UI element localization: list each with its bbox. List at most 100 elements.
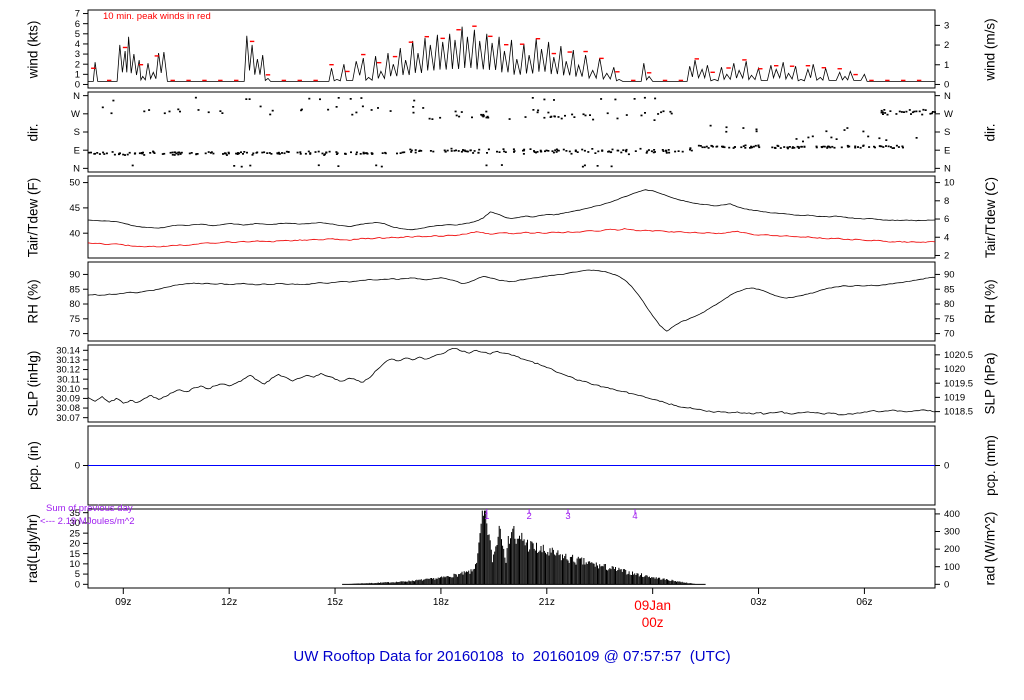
dir-dot	[431, 118, 434, 120]
dir-dot	[661, 149, 664, 151]
dir-dot	[110, 112, 113, 115]
x-tick-label: 12z	[221, 597, 238, 608]
dir-dot	[867, 135, 870, 138]
rad-mj-marker-label: 2	[526, 511, 531, 522]
dir-dot	[710, 144, 713, 147]
dir-dot	[918, 110, 921, 113]
dir-dot	[296, 151, 299, 154]
dir-dot	[674, 150, 677, 153]
dir-dot	[169, 151, 172, 154]
left-tick-label-slp: 30.08	[56, 403, 80, 414]
panel-border-wind	[87, 9, 936, 89]
dir-dot	[553, 99, 555, 101]
dir-dot	[610, 165, 613, 168]
dir-dot	[625, 148, 628, 151]
dir-dot	[173, 154, 176, 156]
dir-dot	[503, 150, 506, 153]
dir-dot	[793, 146, 796, 149]
dir-dot	[732, 147, 735, 149]
left-tick-label-rad: 5	[75, 569, 80, 580]
dir-dot	[486, 115, 489, 118]
dir-dot	[453, 149, 456, 152]
dir-dot	[570, 152, 573, 155]
dir-dot	[535, 151, 537, 154]
dir-dot	[665, 150, 668, 153]
x-tick-label: 09z	[115, 597, 132, 608]
dir-dot	[537, 109, 540, 112]
dir-dot	[857, 146, 859, 148]
right-tick-label-tair: 4	[944, 232, 949, 243]
dir-dot	[545, 149, 548, 152]
panel-tair: 40 45 50 2 4 6 8 10	[69, 175, 955, 262]
dir-dot	[128, 151, 131, 154]
dir-dot	[414, 151, 417, 154]
dir-dot	[389, 110, 392, 112]
dir-dot	[238, 152, 240, 155]
dir-dot	[454, 110, 457, 113]
dir-dot	[248, 98, 251, 100]
dir-dot	[118, 153, 120, 156]
dir-dot	[163, 152, 166, 155]
dir-dot	[574, 149, 577, 152]
dir-dot	[252, 152, 255, 155]
left-tick-label-rh: 75	[69, 314, 80, 325]
dir-dot	[882, 146, 885, 148]
dir-dot	[246, 151, 248, 154]
dir-dot	[362, 152, 365, 155]
dir-dot	[900, 111, 903, 113]
dir-dot	[859, 146, 862, 149]
dir-dot	[396, 152, 398, 155]
dir-dot	[802, 140, 804, 143]
dir-dot	[791, 146, 794, 148]
rh-line	[87, 269, 936, 332]
dir-dot	[744, 144, 747, 147]
dir-dot	[464, 150, 467, 153]
dir-dot	[639, 147, 642, 150]
dir-dot	[188, 152, 191, 155]
dir-dot	[600, 98, 603, 100]
dir-dot	[715, 145, 718, 148]
dir-dot	[463, 149, 466, 152]
right-tick-label-dir: W	[944, 109, 953, 120]
dir-dot	[221, 112, 224, 114]
dir-dot	[898, 110, 901, 113]
left-tick-label-dir: S	[74, 127, 80, 138]
dir-dot	[455, 149, 457, 152]
dir-dot	[171, 151, 174, 154]
dir-dot	[134, 152, 137, 155]
left-tick-label-slp: 30.07	[56, 413, 80, 424]
dir-dot	[268, 152, 271, 154]
dir-dot	[300, 108, 303, 111]
dir-dot	[124, 154, 126, 156]
right-tick-label-tair: 6	[944, 214, 949, 225]
dir-dot	[539, 149, 542, 152]
dir-dot	[878, 137, 881, 140]
dir-dot	[840, 146, 843, 149]
dir-dot	[921, 113, 924, 116]
dir-dot	[190, 152, 193, 154]
dir-dot	[412, 106, 415, 108]
dir-dot	[460, 150, 463, 153]
rad-sum-note-line1: Sum of previous day	[46, 503, 133, 514]
dir-dot	[728, 146, 731, 149]
dir-dot	[573, 116, 576, 118]
panel-slp: 30.0730.0830.0930.1030.1130.1230.1330.14…	[56, 344, 973, 424]
dir-dot	[112, 99, 115, 102]
left-tick-label-rh: 90	[69, 270, 80, 281]
dir-dot	[351, 113, 354, 116]
dir-dot	[524, 116, 527, 118]
dir-dot	[197, 109, 200, 111]
dir-dot	[616, 117, 619, 120]
dir-dot	[657, 113, 660, 115]
dir-dot	[207, 111, 210, 114]
dir-dot	[375, 164, 378, 167]
dir-dot	[439, 116, 442, 119]
dir-dot	[854, 146, 857, 149]
dir-dot	[222, 153, 224, 155]
dir-dot	[317, 164, 320, 167]
dir-dot	[224, 152, 227, 155]
right-tick-label-rh: 90	[944, 270, 955, 281]
left-tick-label-dir: N	[73, 91, 80, 102]
dir-dot	[249, 164, 252, 167]
